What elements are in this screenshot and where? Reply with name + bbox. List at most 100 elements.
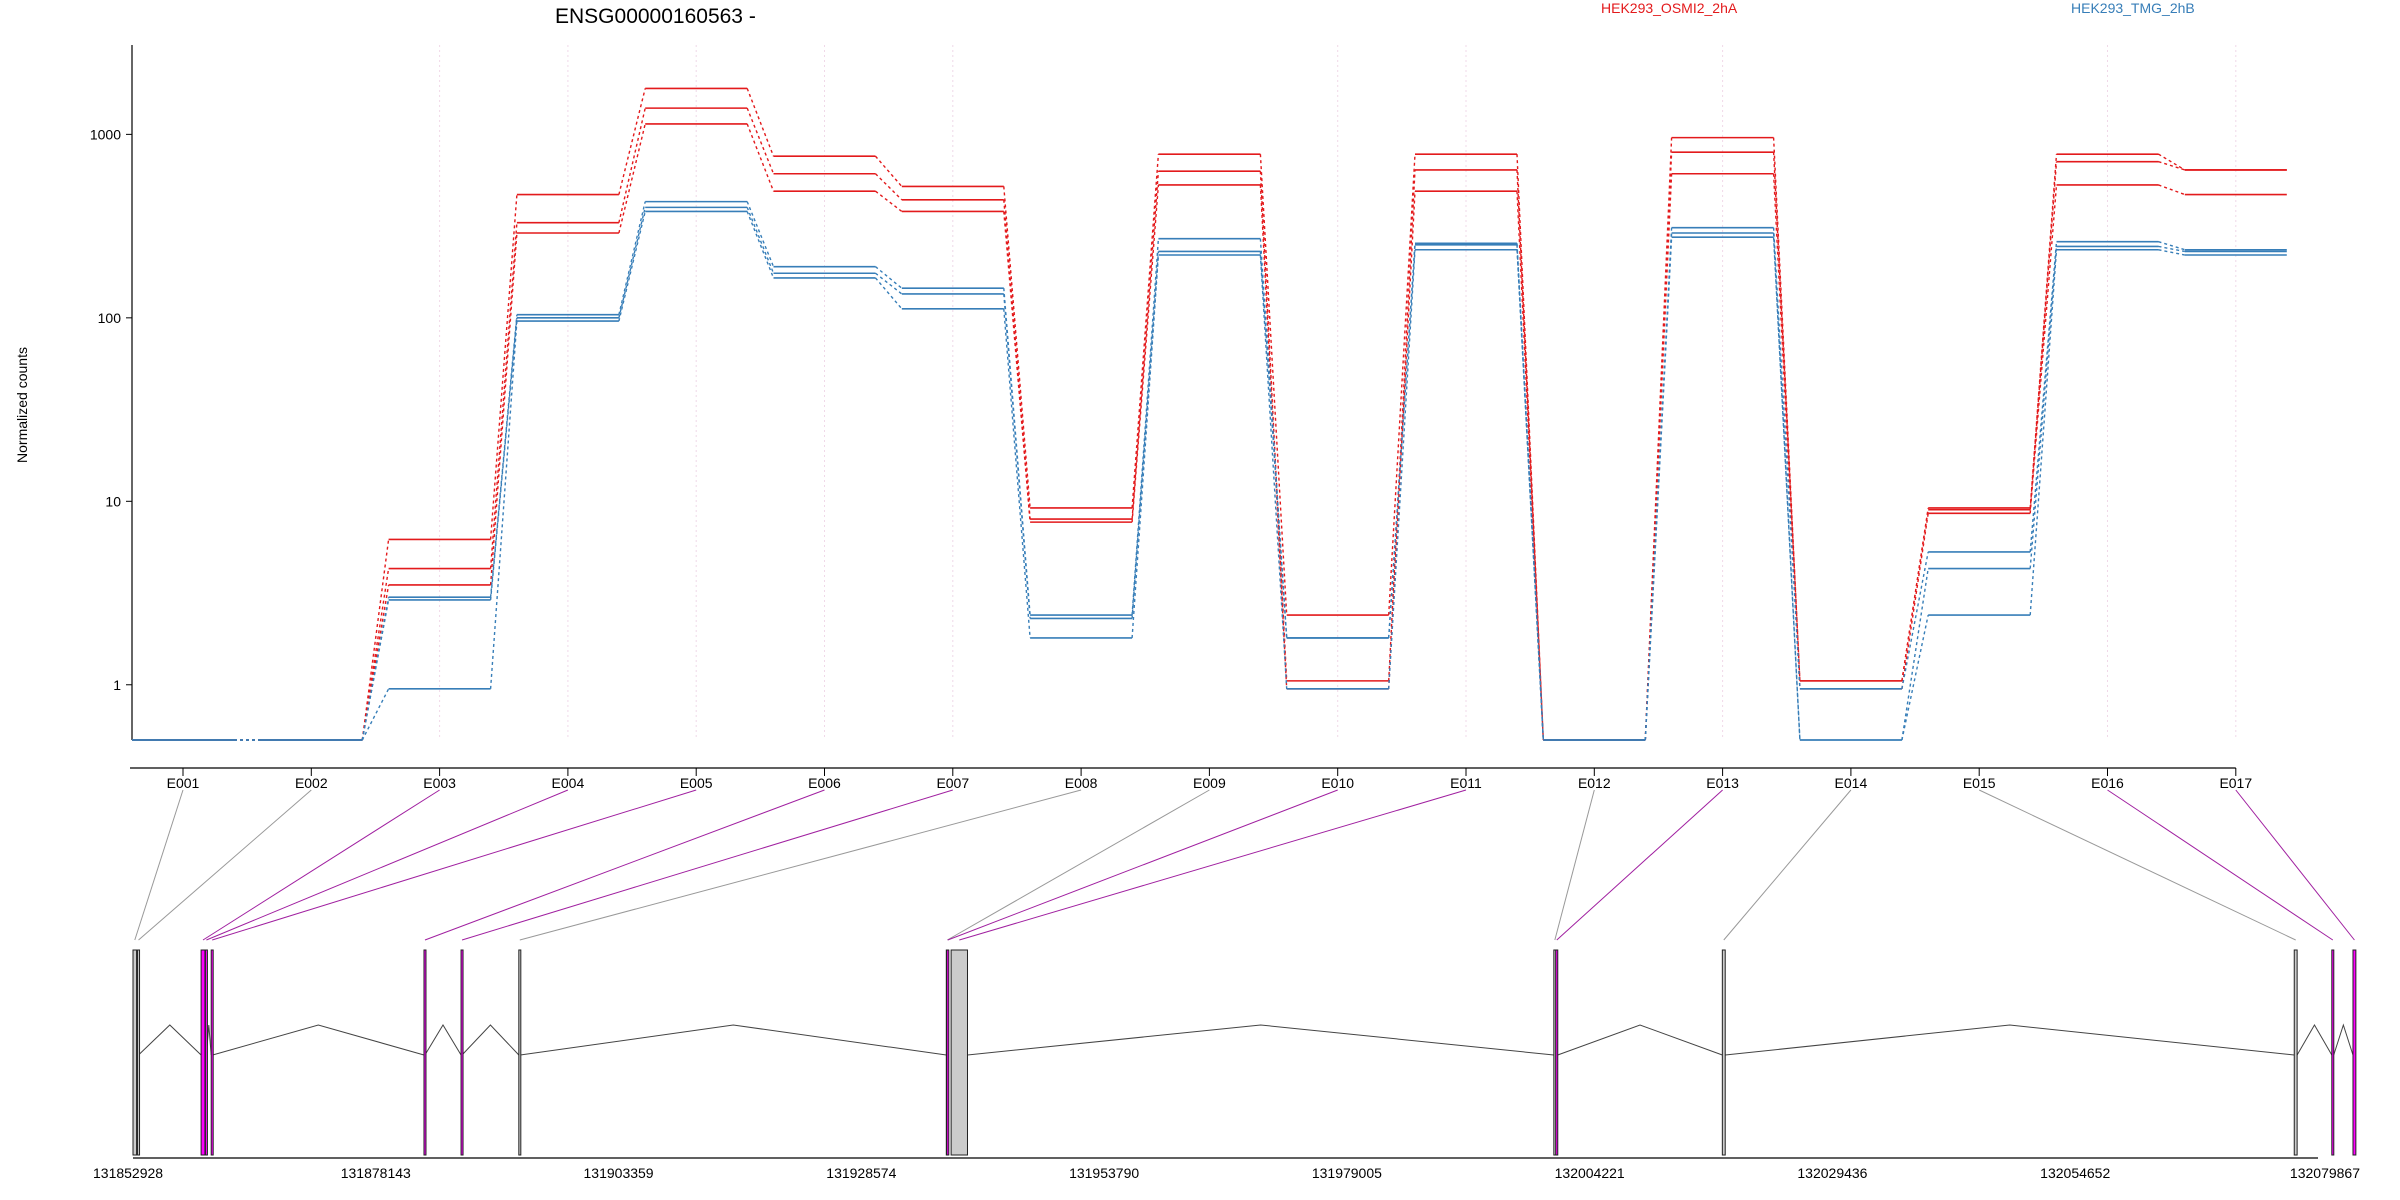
series-connector bbox=[1388, 249, 1416, 689]
exon-link bbox=[2235, 789, 2355, 941]
series-2 bbox=[132, 123, 2287, 741]
exon-box bbox=[2331, 949, 2335, 1156]
exon-link bbox=[947, 789, 1210, 941]
series-connector bbox=[1388, 154, 1416, 616]
exon-link bbox=[1723, 789, 1852, 941]
series-connector bbox=[361, 539, 390, 741]
series-connector bbox=[1516, 244, 1544, 741]
exon-guides bbox=[439, 45, 2237, 740]
y-tick-label: 1 bbox=[113, 677, 121, 693]
series-connector bbox=[1003, 186, 1031, 509]
series-connector bbox=[746, 201, 775, 267]
x-tick-label: E017 bbox=[2219, 775, 2252, 791]
exon-box bbox=[1721, 949, 1726, 1156]
x-tick-label: E015 bbox=[1963, 775, 1996, 791]
genome-tick-label: 131852928 bbox=[93, 1165, 163, 1181]
x-tick-label: E009 bbox=[1193, 775, 1226, 791]
x-tick-label: E002 bbox=[295, 775, 328, 791]
series-connector bbox=[2158, 241, 2186, 251]
series-connector bbox=[875, 190, 903, 213]
intron bbox=[212, 1024, 425, 1056]
series-connector bbox=[2029, 161, 2058, 510]
series-connector bbox=[1772, 227, 1801, 689]
y-tick-label: 1000 bbox=[90, 126, 121, 142]
series-connector bbox=[1259, 254, 1288, 689]
series-connector bbox=[2029, 241, 2058, 552]
y-axis-label: Normalized counts bbox=[14, 347, 30, 463]
exon-box bbox=[2352, 949, 2357, 1156]
genome-tick-label: 132079867 bbox=[2290, 1165, 2360, 1181]
series-connector bbox=[1259, 251, 1288, 638]
exon-box bbox=[1555, 949, 1559, 1156]
series-connector bbox=[489, 222, 518, 569]
series-connector bbox=[875, 173, 903, 201]
series-connector bbox=[746, 107, 775, 175]
exon-link bbox=[959, 789, 1467, 941]
exon-link bbox=[947, 789, 1338, 941]
series-connector bbox=[875, 266, 903, 289]
series-connector bbox=[361, 568, 390, 741]
series-connector bbox=[1003, 293, 1031, 619]
series-connector bbox=[1772, 137, 1801, 681]
series-connector bbox=[2029, 154, 2058, 508]
genome-axis: 131852928 131878143 131903359 131928574 1319… bbox=[93, 1157, 2360, 1181]
intron bbox=[1557, 1024, 1723, 1056]
exon-link bbox=[461, 789, 953, 941]
series-connector bbox=[2158, 153, 2186, 171]
genome-tick-label: 131928574 bbox=[826, 1165, 896, 1181]
x-tick-label: E005 bbox=[680, 775, 713, 791]
series-connector bbox=[746, 211, 775, 279]
series-connector bbox=[1644, 227, 1673, 741]
series-connector bbox=[2029, 184, 2058, 514]
genome-tick-label: 132004221 bbox=[1555, 1165, 1625, 1181]
x-tick-label: E016 bbox=[2091, 775, 2124, 791]
y-tick-label: 10 bbox=[105, 493, 121, 509]
series-connector bbox=[1388, 191, 1416, 689]
genome-tick-label: 131903359 bbox=[584, 1165, 654, 1181]
x-tick-label: E001 bbox=[167, 775, 200, 791]
series-4 bbox=[132, 206, 2287, 741]
series-connector bbox=[2029, 249, 2058, 616]
exon-box bbox=[137, 949, 141, 1156]
series-connector bbox=[874, 155, 903, 187]
intron bbox=[967, 1024, 1554, 1056]
series-connector bbox=[361, 599, 390, 741]
exon-box bbox=[132, 949, 138, 1156]
series-connector bbox=[618, 207, 646, 318]
series-connector bbox=[618, 123, 646, 234]
exon-link bbox=[2107, 789, 2334, 941]
series-connector bbox=[1772, 152, 1801, 681]
x-tick-label: E008 bbox=[1065, 775, 1098, 791]
intron bbox=[2296, 1024, 2333, 1056]
x-tick-label: E007 bbox=[936, 775, 969, 791]
series-connector bbox=[618, 201, 646, 315]
genome-tick-label: 131953790 bbox=[1069, 1165, 1139, 1181]
intron bbox=[1725, 1024, 2295, 1056]
series-connector bbox=[618, 88, 646, 195]
x-tick-label: E011 bbox=[1450, 775, 1482, 791]
exon-box bbox=[518, 949, 522, 1156]
series-connector bbox=[1644, 237, 1673, 741]
exon-link bbox=[206, 789, 569, 941]
x-tick-label: E006 bbox=[808, 775, 841, 791]
series-connector bbox=[618, 211, 646, 322]
x-tick-label: E004 bbox=[552, 775, 585, 791]
series-layer bbox=[132, 87, 2287, 741]
series-connector bbox=[489, 314, 518, 598]
series-3 bbox=[132, 200, 2287, 741]
series-connector bbox=[618, 107, 646, 223]
series-connector bbox=[746, 207, 775, 274]
exon-box bbox=[460, 949, 464, 1156]
exon-link bbox=[138, 789, 312, 941]
series-connector bbox=[489, 232, 518, 586]
exon-link bbox=[519, 789, 1082, 941]
series-connector bbox=[1003, 199, 1031, 520]
x-tick-label: E014 bbox=[1835, 775, 1868, 791]
chart-title: ENSG00000160563 - bbox=[555, 5, 756, 28]
series-connector bbox=[1131, 171, 1160, 520]
exon-link bbox=[424, 789, 825, 941]
exon-link bbox=[212, 789, 697, 941]
x-tick-label: E013 bbox=[1706, 775, 1739, 791]
series-connector bbox=[1772, 173, 1801, 689]
